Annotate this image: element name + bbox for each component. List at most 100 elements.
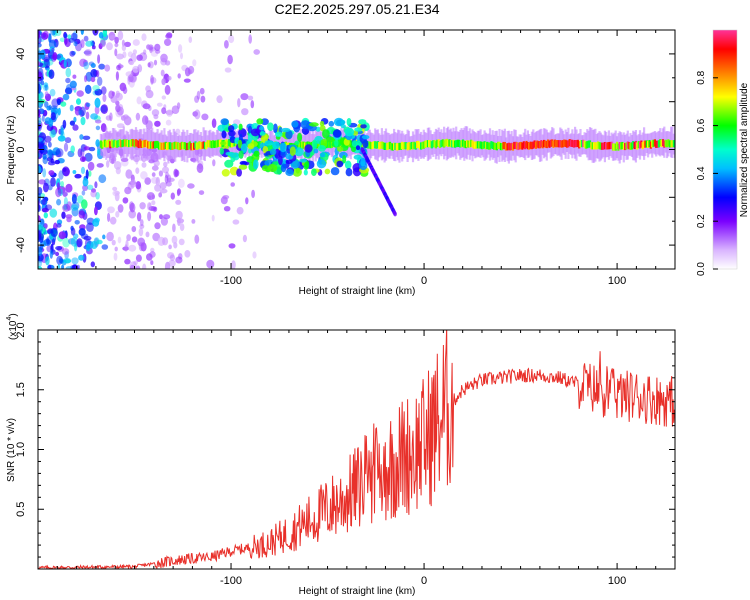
heatmap-cell xyxy=(322,129,330,139)
heatmap-cell xyxy=(55,251,60,257)
heatmap-cell xyxy=(506,143,509,151)
heatmap-cell xyxy=(80,39,85,49)
heatmap-cell xyxy=(42,198,46,205)
heatmap-cell xyxy=(131,236,138,243)
heatmap-cell xyxy=(50,227,58,237)
heatmap-cell xyxy=(379,141,382,149)
heatmap-cell xyxy=(180,52,183,60)
colorbar: 0.0 0.2 0.4 0.6 0.8 Normalized spectral ampl… xyxy=(696,29,750,276)
heatmap-cell xyxy=(621,141,624,150)
heatmap-cell xyxy=(43,182,49,193)
heatmap-cell xyxy=(65,77,71,84)
heatmap-cell xyxy=(155,49,161,54)
heatmap-cell xyxy=(103,139,106,147)
heatmap-cell xyxy=(154,120,161,127)
heatmap-cell xyxy=(172,142,175,150)
heatmap-cell xyxy=(380,141,383,149)
heatmap-cell xyxy=(624,142,627,151)
heatmap-cell xyxy=(43,223,48,229)
heatmap-cell xyxy=(560,140,563,148)
heatmap-cell xyxy=(111,239,116,246)
heatmap-cell xyxy=(219,147,224,155)
heatmap-cell xyxy=(452,139,455,147)
heatmap-cell xyxy=(160,142,163,150)
heatmap-cell xyxy=(360,157,366,167)
heatmap-cell xyxy=(395,143,398,151)
heatmap-cell xyxy=(594,142,597,150)
heatmap-cell xyxy=(289,146,296,156)
heatmap-cell xyxy=(41,114,45,122)
heatmap-cell xyxy=(38,30,41,39)
heatmap-cell xyxy=(545,140,548,149)
spectrogram-ytick-label: 0 xyxy=(15,146,27,152)
heatmap-cell xyxy=(230,182,235,187)
heatmap-cell xyxy=(109,141,112,149)
heatmap-cell xyxy=(661,139,665,147)
heatmap-cell xyxy=(520,141,523,150)
heatmap-cell xyxy=(221,169,230,177)
heatmap-cell xyxy=(63,142,69,152)
heatmap-cell xyxy=(71,194,77,204)
heatmap-cell xyxy=(279,142,287,153)
heatmap-cell xyxy=(309,122,319,127)
snr-frame xyxy=(37,329,676,570)
heatmap-cell xyxy=(151,109,160,117)
heatmap-cell xyxy=(644,140,647,148)
heatmap-cell xyxy=(588,140,592,148)
heatmap-cell xyxy=(136,54,143,61)
heatmap-cell xyxy=(607,142,610,150)
heatmap-cell xyxy=(55,30,62,37)
heatmap-cell xyxy=(113,139,116,147)
heatmap-cell xyxy=(175,199,182,205)
heatmap-cell xyxy=(76,90,84,97)
heatmap-cell xyxy=(136,265,141,269)
heatmap-cell xyxy=(61,248,70,255)
heatmap-cell xyxy=(401,141,404,149)
heatmap-cell xyxy=(281,127,291,133)
heatmap-cell xyxy=(116,64,121,71)
heatmap-cell xyxy=(206,140,209,148)
heatmap-cell xyxy=(336,160,344,168)
heatmap-cell xyxy=(499,143,502,151)
heatmap-cell xyxy=(92,30,99,36)
heatmap-cell xyxy=(85,243,91,252)
heatmap-cell xyxy=(285,168,294,177)
heatmap-cell xyxy=(48,39,57,49)
heatmap-cell xyxy=(228,125,235,133)
heatmap-cell xyxy=(176,218,185,224)
heatmap-cell xyxy=(238,164,248,170)
spectrogram-xlabel: Height of straight line (km) xyxy=(299,286,416,297)
heatmap-cell xyxy=(49,129,56,138)
heatmap-cell xyxy=(303,169,308,176)
heatmap-cell xyxy=(394,142,397,150)
heatmap-cell xyxy=(48,69,55,79)
heatmap-cell xyxy=(137,140,140,149)
heatmap-cell xyxy=(97,54,101,64)
heatmap-cell xyxy=(437,139,440,147)
heatmap-cell xyxy=(521,142,524,150)
heatmap-cell xyxy=(451,140,454,148)
heatmap-cell xyxy=(313,148,319,154)
heatmap-cell xyxy=(94,88,103,96)
heatmap-cell xyxy=(534,141,538,149)
heatmap-cell xyxy=(482,141,485,149)
heatmap-cell xyxy=(62,93,70,101)
heatmap-cell xyxy=(170,192,175,200)
heatmap-cell xyxy=(85,102,91,108)
snr-xtick-label: -100 xyxy=(220,575,242,587)
heatmap-cell xyxy=(50,128,57,138)
heatmap-cell xyxy=(147,62,151,68)
heatmap-cell xyxy=(186,142,189,151)
heatmap-cell xyxy=(64,137,72,144)
heatmap-cell xyxy=(94,181,98,189)
heatmap-cell xyxy=(212,159,216,167)
heatmap-cell xyxy=(587,140,590,148)
heatmap-cell xyxy=(210,141,213,149)
heatmap-cell xyxy=(79,134,84,140)
figure-title: C2E2.2025.297.05.21.E34 xyxy=(274,1,439,17)
heatmap-cell xyxy=(513,141,516,150)
heatmap-cell xyxy=(107,139,111,147)
heatmap-cell xyxy=(154,222,161,230)
heatmap-cell xyxy=(568,139,571,147)
